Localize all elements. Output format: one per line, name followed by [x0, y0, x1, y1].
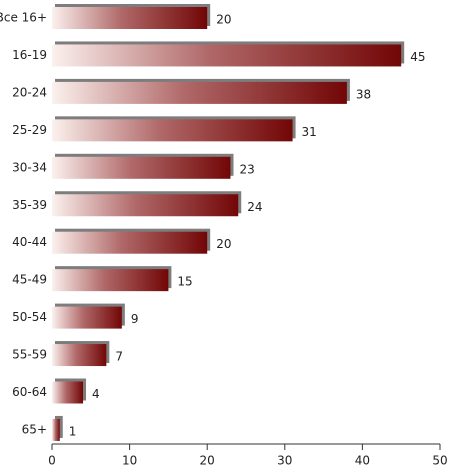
value-label: 20	[216, 13, 231, 27]
bar	[52, 81, 347, 104]
value-label: 4	[92, 387, 100, 401]
value-label: 45	[410, 50, 425, 64]
value-label: 20	[216, 237, 231, 251]
x-tick-label: 50	[432, 454, 447, 468]
value-label: 38	[356, 87, 371, 101]
bar	[52, 7, 208, 29]
value-label: 9	[131, 312, 139, 326]
y-tick-label: 30-34	[12, 160, 47, 174]
value-label: 31	[302, 125, 317, 139]
y-tick-label: 16-19	[12, 48, 47, 62]
y-tick-label: 65+	[22, 422, 47, 436]
y-tick-label: 55-59	[12, 348, 47, 362]
bar	[52, 44, 402, 67]
bar	[52, 194, 239, 217]
bar	[52, 269, 169, 292]
y-tick-label: 35-39	[12, 198, 47, 212]
y-tick-label: 60-64	[12, 385, 47, 399]
bar	[52, 231, 208, 254]
y-tick-label: 20-24	[12, 85, 47, 99]
value-label: 1	[69, 424, 77, 438]
bar	[52, 344, 107, 367]
x-tick-label: 0	[48, 454, 56, 468]
bar	[52, 381, 84, 404]
bar	[52, 418, 60, 441]
x-tick-label: 20	[200, 454, 215, 468]
bar	[52, 156, 231, 179]
value-label: 15	[177, 275, 192, 289]
bar	[52, 306, 122, 329]
y-tick-label: 40-44	[12, 235, 47, 249]
x-tick-label: 10	[122, 454, 137, 468]
y-tick-label: 50-54	[12, 310, 47, 324]
y-tick-label: 45-49	[12, 273, 47, 287]
value-label: 23	[239, 162, 254, 176]
y-tick-label: Все 16+	[0, 11, 47, 25]
value-label: 7	[115, 350, 123, 364]
bar	[52, 119, 293, 142]
y-tick-label: 25-29	[12, 123, 47, 137]
value-label: 24	[247, 200, 262, 214]
x-tick-label: 30	[277, 454, 292, 468]
x-tick-label: 40	[355, 454, 370, 468]
